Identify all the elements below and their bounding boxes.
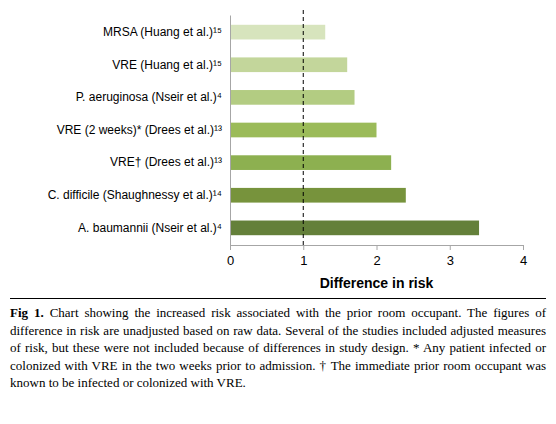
caption-label: Fig 1. xyxy=(10,305,44,320)
x-tick: 3 xyxy=(447,245,454,268)
y-tick: MRSA (Huang et al.)¹⁵ xyxy=(103,25,230,39)
chart: MRSA (Huang et al.)¹⁵ VRE (Huang et al.)¹… xyxy=(0,0,556,296)
y-tick-label: VRE† (Drees et al.)¹³ xyxy=(110,155,222,169)
bar xyxy=(230,155,391,170)
x-tick: 2 xyxy=(373,245,380,268)
x-tick-label: 3 xyxy=(447,253,454,268)
x-tick: 0 xyxy=(227,245,234,268)
x-axis-title: Difference in risk xyxy=(320,275,434,291)
reference-line xyxy=(303,10,304,247)
x-tick-label: 1 xyxy=(300,253,307,268)
y-axis-line xyxy=(230,16,231,246)
y-tick-label: C. difficile (Shaughnessy et al.)¹⁴ xyxy=(48,188,222,202)
x-tick: 1 xyxy=(300,245,307,268)
bar xyxy=(230,90,355,105)
x-tick-label: 0 xyxy=(227,253,234,268)
y-axis: MRSA (Huang et al.)¹⁵ VRE (Huang et al.)¹… xyxy=(48,16,231,246)
bar xyxy=(230,57,347,72)
x-tick-mark xyxy=(377,245,378,250)
bar xyxy=(230,25,325,40)
y-tick: A. baumannii (Nseir et al.)⁴ xyxy=(78,221,230,235)
caption-text: Chart showing the increased risk associa… xyxy=(10,305,546,390)
y-tick: VRE (Huang et al.)¹⁵ xyxy=(112,58,230,72)
x-tick-mark xyxy=(303,245,304,250)
y-tick-label: P. aeruginosa (Nseir et al.)⁴ xyxy=(76,90,222,104)
x-axis: 0 1 2 3 4 xyxy=(227,245,527,268)
y-tick-label: MRSA (Huang et al.)¹⁵ xyxy=(103,25,222,39)
y-tick-label: VRE (Huang et al.)¹⁵ xyxy=(112,58,222,72)
y-tick: P. aeruginosa (Nseir et al.)⁴ xyxy=(76,90,230,104)
x-tick-mark xyxy=(230,245,231,250)
y-tick-label: VRE (2 weeks)* (Drees et al.)¹³ xyxy=(57,123,222,137)
bar xyxy=(230,221,479,236)
x-tick: 4 xyxy=(520,245,527,268)
x-tick-label: 4 xyxy=(520,253,527,268)
x-tick-mark xyxy=(450,245,451,250)
caption: Fig 1. Chart showing the increased risk … xyxy=(10,298,546,392)
x-tick-label: 2 xyxy=(373,253,380,268)
x-axis-line xyxy=(231,246,524,251)
y-tick: C. difficile (Shaughnessy et al.)¹⁴ xyxy=(48,188,230,202)
y-tick: VRE† (Drees et al.)¹³ xyxy=(110,155,230,169)
y-tick: VRE (2 weeks)* (Drees et al.)¹³ xyxy=(57,123,230,137)
y-tick-label: A. baumannii (Nseir et al.)⁴ xyxy=(78,221,222,235)
bars xyxy=(230,25,479,235)
x-tick-mark xyxy=(523,245,524,250)
bar xyxy=(230,188,406,203)
